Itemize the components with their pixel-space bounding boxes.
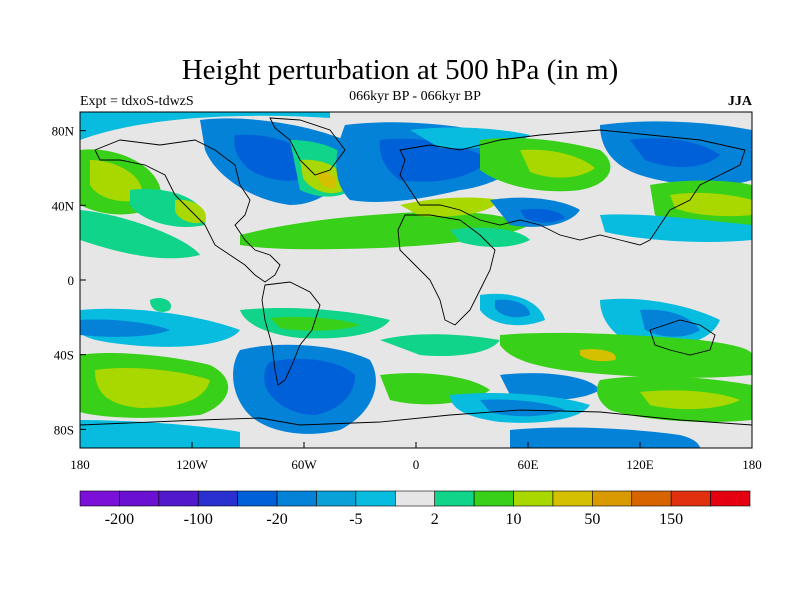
colorbar-swatch <box>119 490 160 507</box>
x-tick-label: 60E <box>518 457 539 472</box>
colorbar-swatch <box>355 490 396 507</box>
colorbar-swatch <box>237 490 278 507</box>
colorbar-label: -20 <box>266 511 287 528</box>
colorbar-swatch <box>197 490 238 507</box>
colorbar-swatch <box>276 490 317 507</box>
x-tick-label: 120W <box>176 457 209 472</box>
colorbar-swatch <box>592 490 633 507</box>
colorbar-label: 2 <box>431 511 439 528</box>
y-tick-label: 40N <box>52 198 75 213</box>
y-tick-label: 0 <box>68 273 75 288</box>
colorbar: -200 -100 -20 -5 2 10 50 150 <box>79 490 751 528</box>
colorbar-label: -200 <box>105 511 134 528</box>
x-tick-label: 180 <box>742 457 762 472</box>
map-panel <box>80 112 752 448</box>
height-anomaly-field <box>80 112 752 448</box>
colorbar-swatch <box>434 490 475 507</box>
x-tick-label: 60W <box>291 457 317 472</box>
colorbar-swatch <box>79 490 120 507</box>
colorbar-swatch <box>710 490 751 507</box>
x-tick-label: 0 <box>413 457 420 472</box>
colorbar-swatch <box>513 490 554 507</box>
colorbar-swatch <box>316 490 357 507</box>
x-tick-label: 180 <box>70 457 90 472</box>
colorbar-swatch <box>670 490 711 507</box>
colorbar-swatch <box>394 490 436 507</box>
period-subtitle: 066kyr BP - 066kyr BP <box>349 89 481 104</box>
colorbar-label: 10 <box>506 511 522 528</box>
y-tick-label: 80N <box>52 124 75 139</box>
x-tick-label: 120E <box>626 457 654 472</box>
colorbar-label: 150 <box>659 511 683 528</box>
colorbar-swatch <box>552 490 593 507</box>
plot-title: Height perturbation at 500 hPa (in m) <box>181 54 619 86</box>
experiment-label: Expt = tdxoS-tdwzS <box>80 94 194 109</box>
colorbar-swatch <box>631 490 672 507</box>
colorbar-label: -5 <box>349 511 362 528</box>
y-tick-label: 80S <box>54 422 74 437</box>
coastlines <box>80 117 752 426</box>
colorbar-swatch <box>158 490 199 507</box>
colorbar-label: -100 <box>184 511 213 528</box>
y-tick-label: 40S <box>54 348 74 363</box>
colorbar-swatch <box>473 490 514 507</box>
colorbar-label: 50 <box>584 511 600 528</box>
season-label: JJA <box>727 94 752 109</box>
map-axis-ticks: 80N 40N 0 40S 80S 180 120W 60W 0 60E 120E 180 <box>52 124 762 472</box>
